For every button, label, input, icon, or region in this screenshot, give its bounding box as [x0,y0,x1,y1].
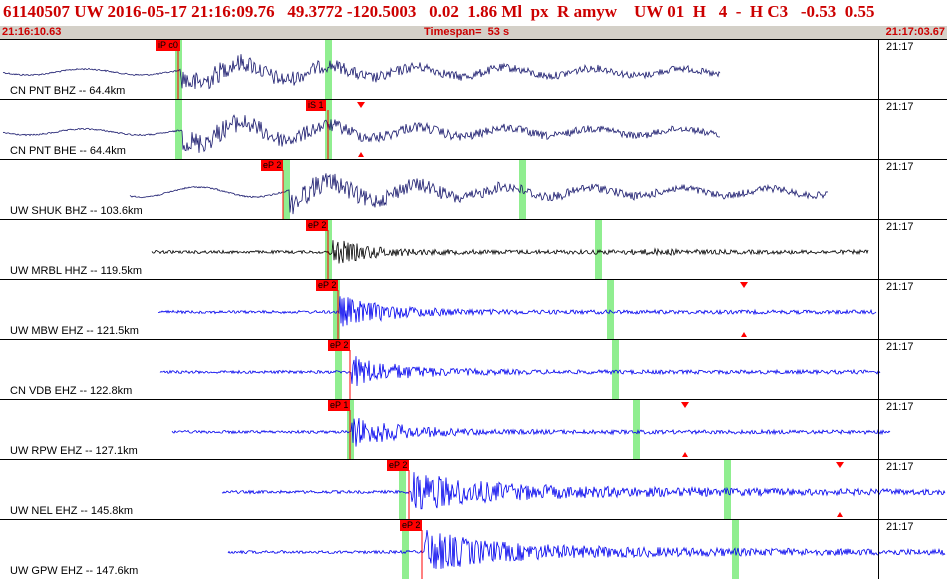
phase-pick-label[interactable]: eP 2 [400,520,423,531]
time-end: 21:17:03.67 [885,26,945,38]
amplitude-marker-bottom[interactable] [358,152,364,157]
phase-pick-label[interactable]: eP 2 [261,160,284,171]
trace-panel[interactable]: eP 2 21:17 UW NEL EHZ -- 145.8km [0,459,947,519]
seismogram-panels: iP c0 21:17 CN PNT BHZ -- 64.4km iS 1 21:17 C… [0,39,947,580]
panel-divider [878,40,879,99]
waveform-trace [221,472,946,510]
waveform-trace [2,114,721,153]
amplitude-marker-bottom[interactable] [682,452,688,457]
time-window-marker[interactable] [175,100,182,159]
time-bar: 21:16:10.63 Timespan= 53 s 21:17:03.67 [0,25,947,40]
waveform-trace [151,240,869,264]
panel-divider [878,160,879,219]
time-tick-label: 21:17 [886,341,914,353]
time-window-marker[interactable] [335,340,342,399]
amplitude-marker-bottom[interactable] [741,332,747,337]
phase-pick-label[interactable]: eP 2 [387,460,410,471]
time-window-marker[interactable] [402,520,409,579]
time-window-marker[interactable] [612,340,619,399]
amplitude-marker-top[interactable] [357,102,365,108]
station-label: UW SHUK BHZ -- 103.6km [10,205,143,217]
panel-divider [878,100,879,159]
waveform-trace [2,54,721,90]
trace-panel[interactable]: eP 2 21:17 CN VDB EHZ -- 122.8km [0,339,947,399]
trace-panel[interactable]: eP 2 21:17 UW GPW EHZ -- 147.6km [0,519,947,579]
time-window-marker[interactable] [333,280,340,339]
station-label: UW GPW EHZ -- 147.6km [10,565,139,577]
waveform-trace [159,356,881,387]
trace-panel[interactable]: eP 2 21:17 UW SHUK BHZ -- 103.6km [0,159,947,219]
time-window-marker[interactable] [325,40,332,99]
time-window-marker[interactable] [595,220,602,279]
time-window-marker[interactable] [283,160,290,219]
time-window-marker[interactable] [633,400,640,459]
station-label: UW NEL EHZ -- 145.8km [10,505,134,517]
trace-panel[interactable]: eP 1 21:17 UW RPW EHZ -- 127.1km [0,399,947,459]
time-window-marker[interactable] [607,280,614,339]
time-tick-label: 21:17 [886,101,914,113]
panel-divider [878,520,879,579]
event-title: 61140507 UW 2016-05-17 21:16:09.76 49.37… [3,2,875,21]
waveform-plot[interactable] [0,460,947,519]
time-tick-label: 21:17 [886,401,914,413]
timespan-label: Timespan= 53 s [424,26,510,38]
time-tick-label: 21:17 [886,41,914,53]
station-label: CN PNT BHZ -- 64.4km [10,85,126,97]
station-label: UW MRBL HHZ -- 119.5km [10,265,143,277]
panel-divider [878,400,879,459]
waveform-trace [157,296,877,327]
time-tick-label: 21:17 [886,281,914,293]
panel-divider [878,220,879,279]
amplitude-marker-top[interactable] [836,462,844,468]
waveform-plot[interactable] [0,340,947,399]
waveform-trace [171,417,891,447]
trace-panel[interactable]: iS 1 21:17 CN PNT BHE -- 64.4km [0,99,947,159]
trace-panel[interactable]: iP c0 21:17 CN PNT BHZ -- 64.4km [0,39,947,99]
waveform-plot[interactable] [0,400,947,459]
waveform-plot[interactable] [0,220,947,279]
time-tick-label: 21:17 [886,461,914,473]
time-window-marker[interactable] [399,460,406,519]
waveform-plot[interactable] [0,100,947,159]
panel-divider [878,280,879,339]
waveform-plot[interactable] [0,280,947,339]
panel-divider [878,460,879,519]
station-label: CN PNT BHE -- 64.4km [10,145,126,157]
waveform-trace [129,173,829,215]
phase-pick-label[interactable]: iS 1 [306,100,326,111]
waveform-plot[interactable] [0,40,947,99]
waveform-plot[interactable] [0,160,947,219]
station-label: UW MBW EHZ -- 121.5km [10,325,139,337]
trace-panel[interactable]: eP 2 21:17 UW MBW EHZ -- 121.5km [0,279,947,339]
time-tick-label: 21:17 [886,221,914,233]
event-header: 61140507 UW 2016-05-17 21:16:09.76 49.37… [0,0,947,26]
phase-pick-label[interactable]: eP 2 [328,340,351,351]
waveform-plot[interactable] [0,520,947,579]
trace-panel[interactable]: eP 2 21:17 UW MRBL HHZ -- 119.5km [0,219,947,279]
amplitude-marker-top[interactable] [681,402,689,408]
time-start: 21:16:10.63 [2,26,62,38]
waveform-trace [227,529,946,569]
amplitude-marker-bottom[interactable] [837,512,843,517]
station-label: UW RPW EHZ -- 127.1km [10,445,138,457]
amplitude-marker-top[interactable] [740,282,748,288]
phase-pick-label[interactable]: eP 2 [306,220,329,231]
time-tick-label: 21:17 [886,161,914,173]
panel-divider [878,340,879,399]
phase-pick-label[interactable]: eP 2 [316,280,339,291]
time-tick-label: 21:17 [886,521,914,533]
phase-pick-label[interactable]: eP 1 [328,400,351,411]
phase-pick-label[interactable]: iP c0 [156,40,180,51]
station-label: CN VDB EHZ -- 122.8km [10,385,133,397]
